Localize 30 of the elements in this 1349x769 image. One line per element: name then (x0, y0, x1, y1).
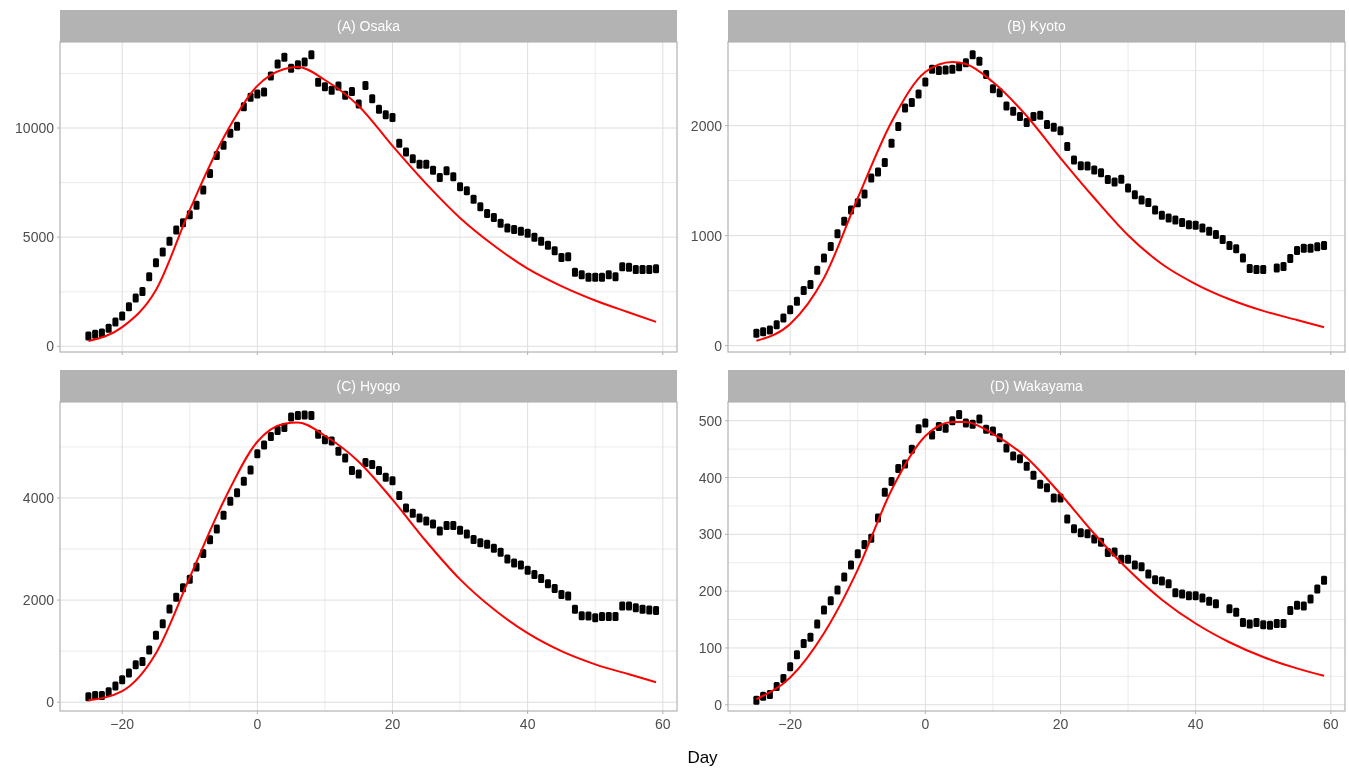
chart-title: (A) Osaka (336, 18, 401, 34)
chart-title: (D) Wakayama (990, 378, 1084, 394)
x-tick-label: 20 (384, 716, 401, 732)
y-tick-label: 0 (46, 694, 55, 711)
y-tick-label: 2000 (22, 592, 55, 609)
y-tick-label: 5000 (22, 229, 55, 246)
y-tick-label: 400 (698, 469, 723, 486)
y-tick-label: 200 (698, 583, 723, 600)
x-tick-label: 60 (655, 716, 671, 732)
x-tick-label: −20 (778, 716, 803, 732)
y-tick-label: 10000 (15, 120, 55, 137)
y-tick-label: 300 (698, 526, 723, 543)
y-tick-label: 4000 (22, 489, 55, 506)
x-axis-title: Day (687, 748, 719, 767)
chart-title: (B) Kyoto (1007, 18, 1066, 34)
x-tick-label: 60 (1323, 716, 1339, 732)
y-tick-label: 0 (46, 338, 55, 355)
chart-title: (C) Hyogo (336, 378, 401, 394)
x-tick-label: 40 (1187, 716, 1204, 732)
y-tick-label: 1000 (690, 227, 723, 244)
y-tick-label: 500 (698, 412, 723, 429)
y-tick-label: 100 (698, 639, 723, 656)
y-tick-label: 2000 (690, 117, 723, 134)
x-tick-label: 20 (1052, 716, 1069, 732)
y-tick-label: 0 (714, 337, 723, 354)
x-tick-label: 0 (921, 716, 930, 732)
x-tick-label: 40 (519, 716, 536, 732)
x-tick-label: 0 (253, 716, 262, 732)
y-tick-label: 0 (714, 696, 723, 713)
x-tick-label: −20 (110, 716, 135, 732)
